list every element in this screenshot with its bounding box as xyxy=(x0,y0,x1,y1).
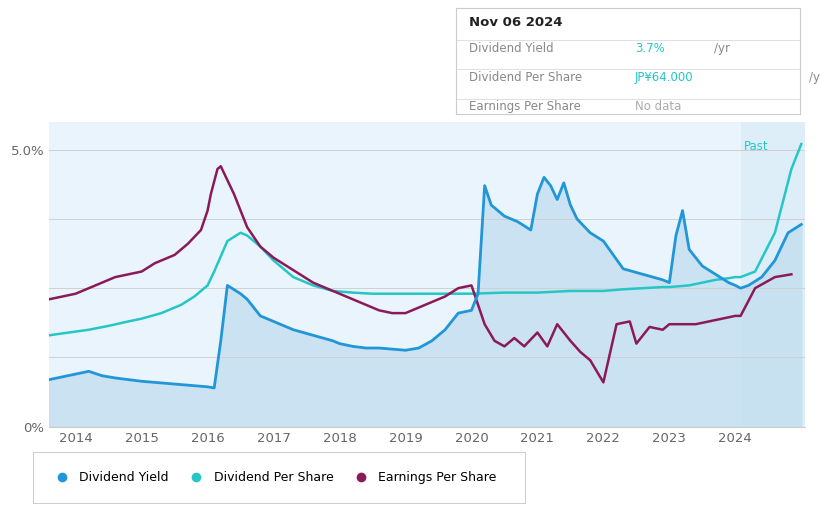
Text: JP¥64.000: JP¥64.000 xyxy=(635,72,694,84)
Text: /yr: /yr xyxy=(810,72,821,84)
Text: /yr: /yr xyxy=(714,42,730,54)
Text: Dividend Per Share: Dividend Per Share xyxy=(470,72,583,84)
Text: Earnings Per Share: Earnings Per Share xyxy=(470,100,581,113)
Bar xyxy=(741,122,805,427)
Text: Past: Past xyxy=(744,140,768,152)
Text: Nov 06 2024: Nov 06 2024 xyxy=(470,16,563,29)
Legend: Dividend Yield, Dividend Per Share, Earnings Per Share: Dividend Yield, Dividend Per Share, Earn… xyxy=(44,466,502,489)
Text: Dividend Yield: Dividend Yield xyxy=(470,42,554,54)
Text: 3.7%: 3.7% xyxy=(635,42,665,54)
Text: No data: No data xyxy=(635,100,681,113)
